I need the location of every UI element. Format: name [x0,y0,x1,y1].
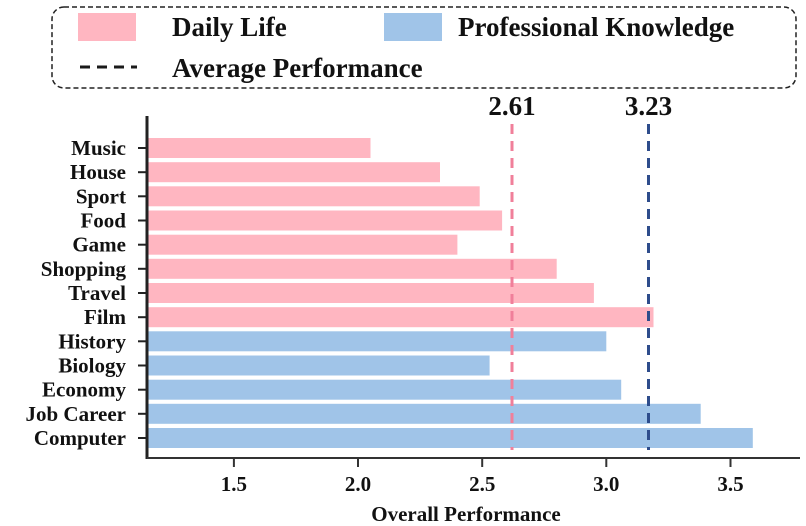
bars-layer [147,138,753,448]
category-label-economy: Economy [42,378,127,402]
bar-film [147,307,654,328]
average-label-professional-knowledge: 3.23 [625,91,672,121]
legend-label-average-performance: Average Performance [172,53,423,83]
bar-shopping [147,258,557,279]
bar-game [147,234,458,255]
bar-house [147,162,440,183]
x-axis-ticks: 1.5 2.0 2.5 3.0 3.5 [221,458,744,496]
x-tick-label: 1.5 [221,472,247,496]
average-label-daily-life: 2.61 [488,91,535,121]
category-label-history: History [58,329,126,353]
category-label-computer: Computer [34,426,126,450]
legend-label-daily-life: Daily Life [172,12,287,42]
legend-patch-daily-life [78,13,136,41]
x-axis-title: Overall Performance [371,502,561,526]
category-label-game: Game [72,233,126,257]
category-labels: MusicHouseSportFoodGameShoppingTravelFil… [26,136,147,450]
bar-music [147,138,371,158]
legend: Daily Life Professional Knowledge Averag… [51,6,797,89]
category-label-biology: Biology [58,354,126,378]
category-label-film: Film [84,305,126,329]
category-label-food: Food [80,209,126,233]
bar-history [147,331,607,352]
bar-sport [147,186,480,207]
category-label-job-career: Job Career [26,402,127,426]
category-label-shopping: Shopping [41,257,127,281]
legend-patch-professional-knowledge [384,13,442,41]
bar-job-career [147,403,701,424]
category-label-music: Music [71,136,126,160]
bar-economy [147,379,622,400]
legend-box [51,6,797,89]
bar-computer [147,428,753,448]
x-tick-label: 3.5 [717,472,743,496]
category-label-house: House [70,160,126,184]
category-label-travel: Travel [68,281,126,305]
bar-food [147,210,503,231]
x-tick-label: 2.5 [469,472,495,496]
bar-biology [147,355,490,376]
average-lines-layer: 2.61 3.23 [488,91,672,450]
category-label-sport: Sport [76,184,126,208]
bar-travel [147,283,594,303]
legend-label-professional-knowledge: Professional Knowledge [458,12,734,42]
x-tick-label: 2.0 [345,472,371,496]
x-tick-label: 3.0 [593,472,619,496]
